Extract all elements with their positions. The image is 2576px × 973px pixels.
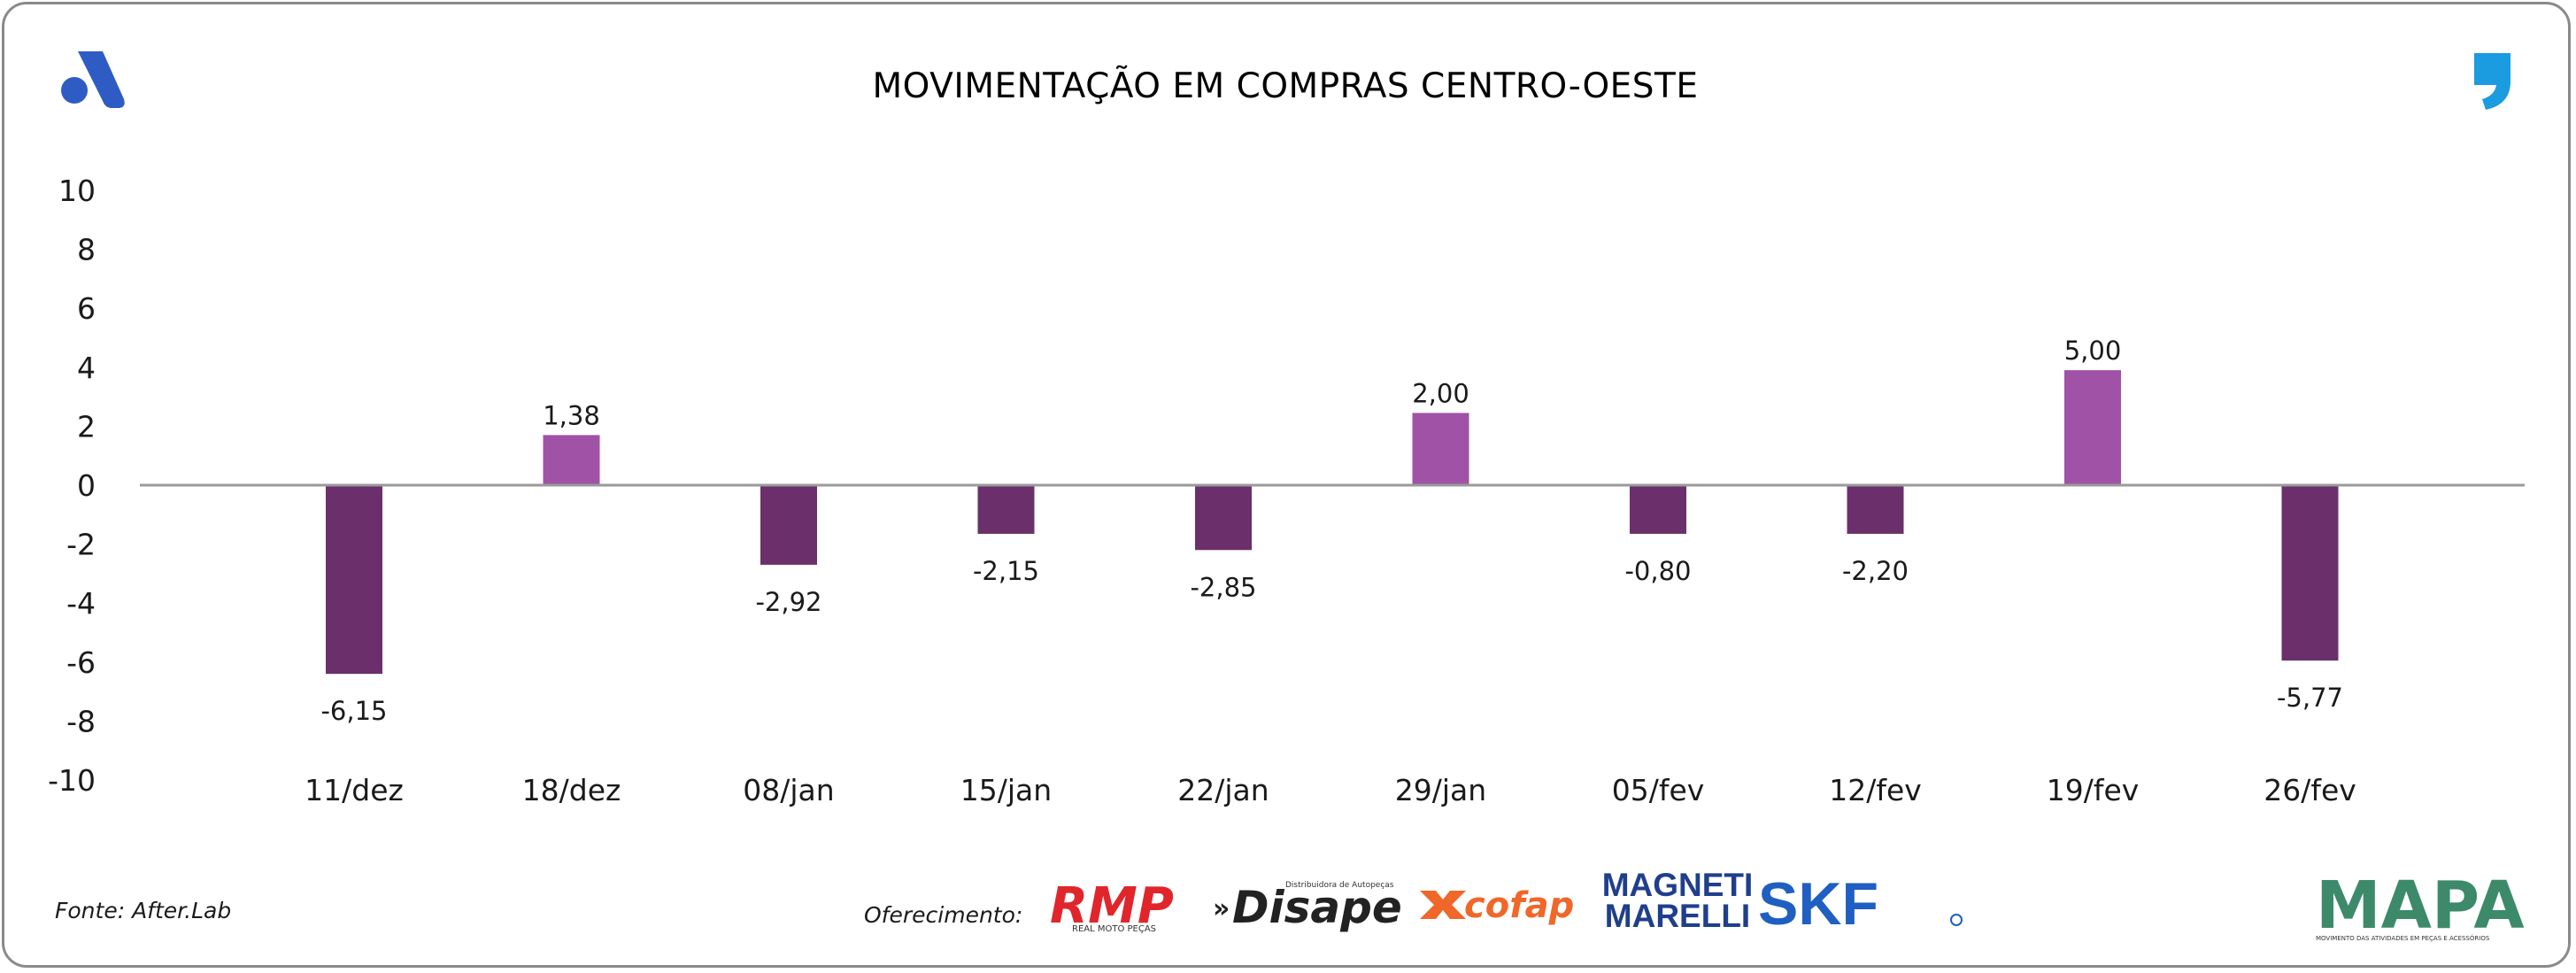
data-label: -0,80 <box>1624 556 1691 586</box>
magneti-marelli-logo: MAGNETI MARELLI <box>1602 867 1754 934</box>
y-axis: 10 8 6 4 2 0 -2 -4 -6 -8 -10 <box>48 174 96 798</box>
svg-text:Disape: Disape <box>1232 882 1402 933</box>
data-label: 5,00 <box>2064 336 2122 366</box>
bar <box>1847 485 1904 534</box>
data-label: -2,85 <box>1190 572 1256 602</box>
bar <box>1195 485 1252 551</box>
bar <box>543 435 600 485</box>
y-tick-label: -6 <box>66 645 96 680</box>
x-tick-label: 05/fev <box>1612 773 1705 807</box>
bar <box>1412 413 1469 485</box>
data-label: -2,15 <box>973 556 1039 586</box>
x-tick-label: 22/jan <box>1177 773 1269 807</box>
mapa-logo: MAPA MOVIMENTO DAS ATIVIDADES EM PEÇAS E… <box>2316 868 2525 944</box>
svg-text:Distribuidora de Autopeças: Distribuidora de Autopeças <box>1285 881 1394 890</box>
y-tick-label: -10 <box>48 763 96 798</box>
svg-text:cofap: cofap <box>1464 885 1574 926</box>
y-tick-label: 6 <box>77 291 96 326</box>
y-tick-label: -2 <box>66 528 96 562</box>
svg-text:RMP: RMP <box>1050 877 1174 935</box>
y-tick-label: 10 <box>58 174 96 208</box>
svg-text:»: » <box>1213 893 1230 924</box>
data-label: -5,77 <box>2277 683 2343 713</box>
x-axis: 11/dez 18/dez 08/jan 15/jan 22/jan 29/jan 05/f… <box>305 773 2356 807</box>
source-note: Fonte: After.Lab <box>55 898 231 923</box>
y-tick-label: -8 <box>66 704 96 738</box>
bar <box>1630 485 1686 534</box>
x-tick-label: 15/jan <box>960 773 1052 807</box>
sponsor-label: Oferecimento: <box>864 902 1022 928</box>
data-label: 2,00 <box>1412 378 1469 408</box>
bar <box>2064 370 2121 485</box>
left-brand-logo-icon <box>61 51 125 108</box>
skf-logo: SKF <box>1758 870 1963 938</box>
y-tick-label: 0 <box>77 468 96 503</box>
y-tick-label: -4 <box>66 586 96 621</box>
bar <box>2281 485 2339 661</box>
data-label: -2,20 <box>1842 556 1909 586</box>
x-tick-label: 11/dez <box>305 773 404 807</box>
svg-text:MAPA: MAPA <box>2316 868 2525 944</box>
bar <box>760 485 817 565</box>
bar <box>326 485 382 675</box>
svg-text:SKF: SKF <box>1758 870 1878 938</box>
chart-title: MOVIMENTAÇÃO EM COMPRAS CENTRO-OESTE <box>872 65 1698 106</box>
data-label: -6,15 <box>320 696 387 726</box>
rmp-logo: RMP REAL MOTO PEÇAS <box>1050 877 1174 935</box>
data-labels: -6,15 1,38 -2,92 -2,15 -2,85 2,00 -0,80 -2,20 5,… <box>320 336 2343 726</box>
y-tick-label: 4 <box>77 351 96 385</box>
data-label: -2,92 <box>755 587 821 617</box>
cofap-logo: cofap <box>1420 885 1574 926</box>
x-tick-label: 18/dez <box>522 773 621 807</box>
right-brand-quote-icon <box>2474 53 2510 110</box>
svg-text:MARELLI: MARELLI <box>1605 898 1750 934</box>
svg-text:MOVIMENTO DAS ATIVIDADES EM PE: MOVIMENTO DAS ATIVIDADES EM PEÇAS E ACES… <box>2316 934 2490 942</box>
x-tick-label: 19/fev <box>2047 773 2140 807</box>
svg-text:MAGNETI: MAGNETI <box>1602 867 1754 903</box>
data-label: 1,38 <box>543 400 600 430</box>
y-tick-label: 8 <box>77 233 96 267</box>
bar <box>977 485 1035 534</box>
svg-text:REAL MOTO PEÇAS: REAL MOTO PEÇAS <box>1072 924 1156 934</box>
x-tick-label: 12/fev <box>1829 773 1922 807</box>
x-tick-label: 26/fev <box>2264 773 2356 807</box>
x-tick-label: 29/jan <box>1395 773 1486 807</box>
disape-logo: » Disape Distribuidora de Autopeças <box>1213 881 1402 933</box>
y-tick-label: 2 <box>77 409 96 444</box>
x-tick-label: 08/jan <box>743 773 834 807</box>
bar-series <box>326 370 2339 675</box>
